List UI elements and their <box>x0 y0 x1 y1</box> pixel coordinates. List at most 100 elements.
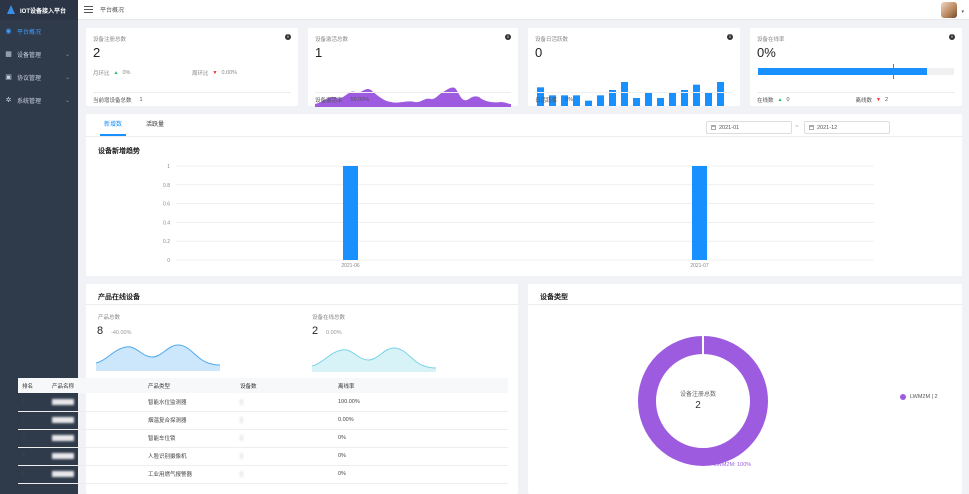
footer-label: 设备激活率 <box>315 97 343 104</box>
donut-center-label: 设备注册总数 <box>679 392 716 398</box>
info-icon[interactable]: i <box>727 34 733 40</box>
column-header-offline-rate[interactable]: 离线率 <box>334 378 508 393</box>
sidebar-item-label: 平台概况 <box>17 30 42 36</box>
y-tick-label: 0 <box>167 258 170 264</box>
sidebar-item-overview[interactable]: ◉ 平台概况 <box>0 20 78 43</box>
yoy-value: 0.00% <box>221 70 238 76</box>
device-types-panel: 设备类型 设备注册总数 2 LWM2M: 100% <box>528 284 962 494</box>
product-type-cell: 烟温复合探测器 <box>144 411 236 430</box>
end-date-picker[interactable]: 2021-12 <box>804 121 890 134</box>
sparkline-bar <box>717 82 724 106</box>
sparkline-bar <box>573 95 580 106</box>
legend-color-dot <box>900 394 906 400</box>
stat-card-daily-active: 设备日活跃数 i 0 日活跃率 0% <box>528 28 740 106</box>
top-header: 平台概况 ▾ <box>78 0 969 20</box>
column-header-rank[interactable]: 排名 <box>18 378 48 393</box>
arrow-up-icon: ▲ <box>113 70 119 76</box>
start-date-picker[interactable]: 2021-01 <box>706 121 792 134</box>
app-title: IOT设备接入平台 <box>20 8 66 15</box>
redacted-text <box>52 470 74 477</box>
device-grid-icon: ▦ <box>5 51 12 58</box>
redacted-text <box>240 434 243 441</box>
table-row[interactable]: 2 烟温复合探测器 0.00% <box>18 411 508 430</box>
stat-title: 设备日活跃数 <box>535 37 569 43</box>
tab-new-devices[interactable]: 新增数 <box>100 114 127 136</box>
sidebar-item-label: 系统管理 <box>17 99 42 105</box>
info-icon[interactable]: i <box>285 34 291 40</box>
redacted-text <box>240 398 243 405</box>
rank-cell: 5 <box>18 465 48 484</box>
rank-cell: 2 <box>18 411 48 430</box>
online-progress-track <box>758 68 954 75</box>
menu-fold-icon[interactable] <box>84 6 93 13</box>
sidebar-item-devices[interactable]: ▦ 设备管理 ⌄ <box>0 43 78 66</box>
info-icon[interactable]: i <box>949 34 955 40</box>
device-types-title: 设备类型 <box>540 294 568 301</box>
progress-marker-top <box>893 64 894 68</box>
sparkline-bar <box>657 98 664 106</box>
sidebar-item-protocols[interactable]: ▣ 协议管理 ⌄ <box>0 66 78 89</box>
table-row[interactable]: 3 智能车位锁 0% <box>18 429 508 448</box>
device-count-cell <box>236 393 334 412</box>
avatar[interactable] <box>941 2 957 18</box>
app-logo: IOT设备接入平台 <box>0 0 78 20</box>
yoy-trend: 周环比 ▼ 0.00% <box>192 69 237 77</box>
column-header-device-count[interactable]: 设备数 <box>236 378 334 393</box>
stat-card-registered: 设备注册总数 i 2 月环比 ▲ 0% 周环比 ▼ 0.00% 当前增设备总数 … <box>86 28 298 106</box>
breadcrumb[interactable]: 平台概况 <box>100 8 125 14</box>
product-name-cell <box>48 429 144 448</box>
legend-label: LWM2M | 2 <box>910 394 938 400</box>
table-row[interactable]: 1 智能水位监测器 100.00% <box>18 393 508 412</box>
logo-icon <box>6 5 16 15</box>
stat-value: 0 <box>535 45 543 60</box>
product-type-cell: 人脸识别摄像机 <box>144 447 236 466</box>
gear-icon: ✲ <box>5 97 12 104</box>
device-type-legend[interactable]: LWM2M | 2 <box>900 394 938 400</box>
offline-rate-cell: 0% <box>334 465 508 484</box>
online-total-label: 设备在线总数 <box>312 315 346 321</box>
redacted-text <box>240 416 243 423</box>
calendar-icon <box>809 125 814 130</box>
redacted-text <box>52 434 74 441</box>
offline-rate-cell: 0.00% <box>334 411 508 430</box>
tab-active-devices[interactable]: 活跃量 <box>146 122 165 128</box>
online-progress-fill <box>758 68 927 75</box>
info-icon[interactable]: i <box>505 34 511 40</box>
column-header-product-name[interactable]: 产品名称 <box>48 378 144 393</box>
sparkline-bar <box>693 84 700 106</box>
chart-bar[interactable] <box>343 166 358 260</box>
redacted-text <box>52 452 74 459</box>
sidebar-item-label: 协议管理 <box>17 76 42 82</box>
stat-title: 设备注册总数 <box>93 37 127 43</box>
table-row[interactable]: 5 工业用燃气报警器 0% <box>18 465 508 484</box>
y-tick-label: 0.8 <box>163 183 170 189</box>
sparkline-bar <box>597 95 604 106</box>
redacted-text <box>52 398 74 405</box>
product-ranking-table: 排名 产品名称 产品类型 设备数 离线率 1 智能水位监测器 100.00% 2… <box>18 378 508 484</box>
sparkline-bar <box>561 95 568 106</box>
stat-footer: 设备激活率 50.00% <box>315 92 511 106</box>
sparkline-bar <box>669 92 676 106</box>
product-total-change: -40.00% <box>111 330 132 336</box>
mom-value: 0% <box>122 70 131 76</box>
calendar-icon <box>711 125 716 130</box>
trend-panel: 新增数 活跃量 2021-01 ~ 2021-12 设备新增趋势 0 0.2 0.4… <box>86 114 962 276</box>
device-count-cell <box>236 447 334 466</box>
table-row[interactable]: 4 人脸识别摄像机 0% <box>18 447 508 466</box>
y-tick-label: 0.2 <box>163 239 170 245</box>
device-count-cell <box>236 411 334 430</box>
donut-slice-label: LWM2M: 100% <box>714 462 752 468</box>
offline-label: 离线数 <box>855 97 873 104</box>
sidebar-item-system[interactable]: ✲ 系统管理 ⌄ <box>0 89 78 112</box>
online-label: 在线数 <box>757 97 774 104</box>
progress-marker-bottom <box>893 75 894 79</box>
stat-value: 1 <box>315 45 323 60</box>
new-devices-bar-chart: 0 0.2 0.4 0.6 0.8 1 2021-06 2021-07 <box>163 164 874 269</box>
yoy-label: 周环比 <box>192 71 209 77</box>
rank-cell: 3 <box>18 429 48 448</box>
column-header-product-type[interactable]: 产品类型 <box>144 378 236 393</box>
redacted-text <box>240 452 243 459</box>
caret-down-icon[interactable]: ▾ <box>961 9 964 15</box>
daily-active-bar-sparkline <box>537 82 724 106</box>
chart-bar[interactable] <box>692 166 707 260</box>
